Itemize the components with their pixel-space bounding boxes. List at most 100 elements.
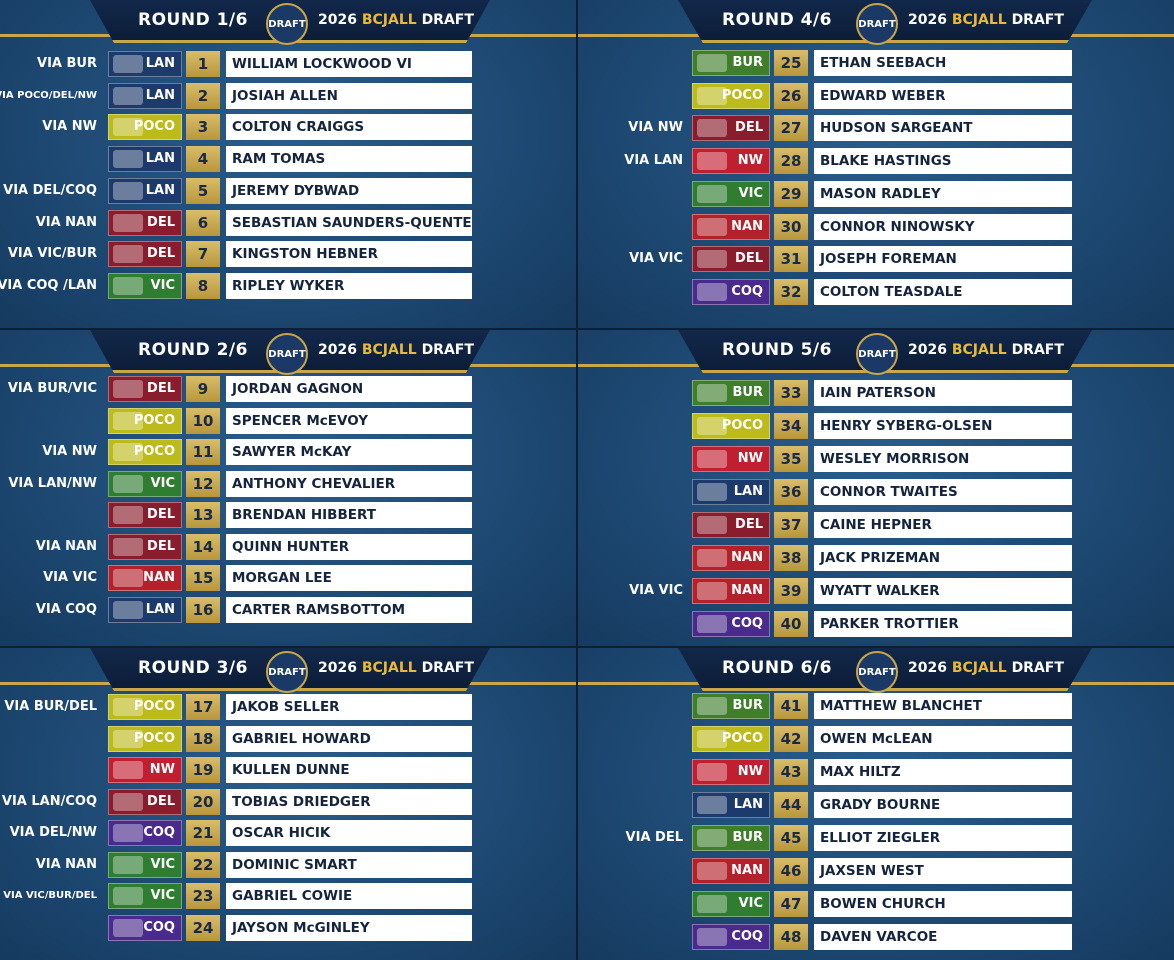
player-name: DAVEN VARCOE bbox=[814, 924, 1072, 950]
brand-word: DRAFT bbox=[1011, 660, 1064, 676]
team-logo bbox=[113, 118, 143, 137]
round-title: ROUND 1/6 bbox=[138, 10, 248, 30]
player-name: MATTHEW BLANCHET bbox=[814, 693, 1072, 719]
pick-number: 28 bbox=[774, 148, 808, 175]
pick-number: 38 bbox=[774, 545, 808, 571]
team-logo bbox=[697, 582, 727, 600]
pick-number: 46 bbox=[774, 858, 808, 884]
brand-word: 2026 bbox=[318, 342, 357, 358]
team-logo bbox=[113, 411, 143, 430]
round-panel: ROUND 4/6 DRAFT 2026 BCJALL DRAFT BUR 25 ETHA… bbox=[578, 0, 1174, 328]
team-tag: NAN bbox=[692, 213, 770, 240]
team-tag: COQ bbox=[108, 820, 182, 846]
player-name: CARTER RAMSBOTTOM bbox=[226, 596, 472, 623]
player-name: CONNOR TWAITES bbox=[814, 479, 1072, 505]
player-name: GABRIEL COWIE bbox=[226, 883, 472, 909]
team-logo bbox=[697, 417, 727, 435]
player-name: KINGSTON HEBNER bbox=[226, 241, 472, 268]
pick-number: 10 bbox=[186, 407, 220, 434]
via-note: VIA LAN/NW bbox=[8, 475, 97, 491]
team-tag: NAN bbox=[108, 565, 182, 591]
player-name: DOMINIC SMART bbox=[226, 851, 472, 878]
team-tag: COQ bbox=[692, 611, 770, 637]
draft-logo: DRAFT bbox=[266, 3, 308, 45]
team-tag: BUR bbox=[692, 380, 770, 406]
pick-number: 42 bbox=[774, 726, 808, 752]
pick-number: 17 bbox=[186, 694, 220, 720]
team-logo bbox=[113, 600, 143, 619]
player-name: EDWARD WEBER bbox=[814, 82, 1072, 109]
pick-number: 8 bbox=[186, 272, 220, 299]
draft-logo: DRAFT bbox=[856, 3, 898, 45]
team-tag: LAN bbox=[108, 51, 182, 77]
player-name: BLAKE HASTINGS bbox=[814, 148, 1072, 175]
team-logo bbox=[697, 796, 727, 814]
player-name: MAX HILTZ bbox=[814, 759, 1072, 785]
team-logo bbox=[113, 855, 143, 874]
brand-word: DRAFT bbox=[421, 660, 474, 676]
team-tag: POCO bbox=[108, 114, 182, 141]
pick-number: 6 bbox=[186, 209, 220, 236]
player-name: WYATT WALKER bbox=[814, 578, 1072, 604]
team-tag: POCO bbox=[108, 694, 182, 720]
player-name: SPENCER McEVOY bbox=[226, 407, 472, 434]
via-note: VIA NAN bbox=[35, 856, 97, 872]
team-logo bbox=[113, 824, 143, 842]
brand-word: BCJALL bbox=[951, 660, 1007, 676]
team-tag: NAN bbox=[692, 545, 770, 571]
player-name: BOWEN CHURCH bbox=[814, 891, 1072, 917]
brand-word: DRAFT bbox=[1011, 12, 1064, 28]
team-logo bbox=[697, 829, 727, 847]
team-logo bbox=[697, 384, 727, 402]
via-note: VIA NAN bbox=[35, 538, 97, 554]
pick-number: 3 bbox=[186, 114, 220, 141]
player-name: IAIN PATERSON bbox=[814, 380, 1072, 406]
pick-number: 2 bbox=[186, 82, 220, 109]
brand-text: 2026 BCJALL DRAFT bbox=[908, 660, 1064, 676]
brand-text: 2026 BCJALL DRAFT bbox=[318, 660, 474, 676]
pick-number: 18 bbox=[186, 725, 220, 752]
pick-number: 19 bbox=[186, 757, 220, 783]
pick-number: 27 bbox=[774, 115, 808, 142]
player-name: JACK PRIZEMAN bbox=[814, 545, 1072, 571]
player-name: ETHAN SEEBACH bbox=[814, 50, 1072, 76]
team-logo bbox=[697, 928, 727, 946]
pick-number: 25 bbox=[774, 50, 808, 76]
brand-word: 2026 bbox=[908, 660, 947, 676]
player-name: KULLEN DUNNE bbox=[226, 757, 472, 783]
team-tag: NAN bbox=[692, 858, 770, 884]
team-logo bbox=[697, 615, 727, 633]
via-note: VIA COQ /LAN bbox=[0, 277, 97, 293]
team-tag: VIC bbox=[692, 180, 770, 207]
pick-number: 40 bbox=[774, 611, 808, 637]
brand-word: 2026 bbox=[318, 12, 357, 28]
player-name: OSCAR HICIK bbox=[226, 820, 472, 846]
team-logo bbox=[697, 516, 727, 534]
pick-number: 41 bbox=[774, 693, 808, 719]
pick-number: 47 bbox=[774, 891, 808, 917]
player-name: MORGAN LEE bbox=[226, 565, 472, 591]
round-panel: ROUND 5/6 DRAFT 2026 BCJALL DRAFT BUR 33 IAIN… bbox=[578, 330, 1174, 646]
team-tag: DEL bbox=[692, 115, 770, 142]
team-tag: VIC bbox=[692, 891, 770, 917]
team-logo bbox=[697, 54, 727, 72]
pick-number: 29 bbox=[774, 180, 808, 207]
team-logo bbox=[113, 55, 143, 73]
team-tag: POCO bbox=[692, 413, 770, 439]
brand-text: 2026 BCJALL DRAFT bbox=[318, 12, 474, 28]
player-name: ELLIOT ZIEGLER bbox=[814, 825, 1072, 851]
player-name: JOSIAH ALLEN bbox=[226, 82, 472, 109]
brand-word: DRAFT bbox=[1011, 342, 1064, 358]
pick-number: 44 bbox=[774, 792, 808, 818]
team-tag: LAN bbox=[108, 177, 182, 204]
player-name: SAWYER McKAY bbox=[226, 439, 472, 465]
draft-logo: DRAFT bbox=[856, 333, 898, 375]
draft-logo: DRAFT bbox=[266, 651, 308, 693]
team-tag: NW bbox=[692, 148, 770, 175]
round-title: ROUND 3/6 bbox=[138, 658, 248, 678]
team-logo bbox=[113, 729, 143, 748]
pick-number: 7 bbox=[186, 241, 220, 268]
via-note: VIA COQ bbox=[35, 601, 97, 617]
pick-number: 30 bbox=[774, 213, 808, 240]
pick-number: 37 bbox=[774, 512, 808, 538]
